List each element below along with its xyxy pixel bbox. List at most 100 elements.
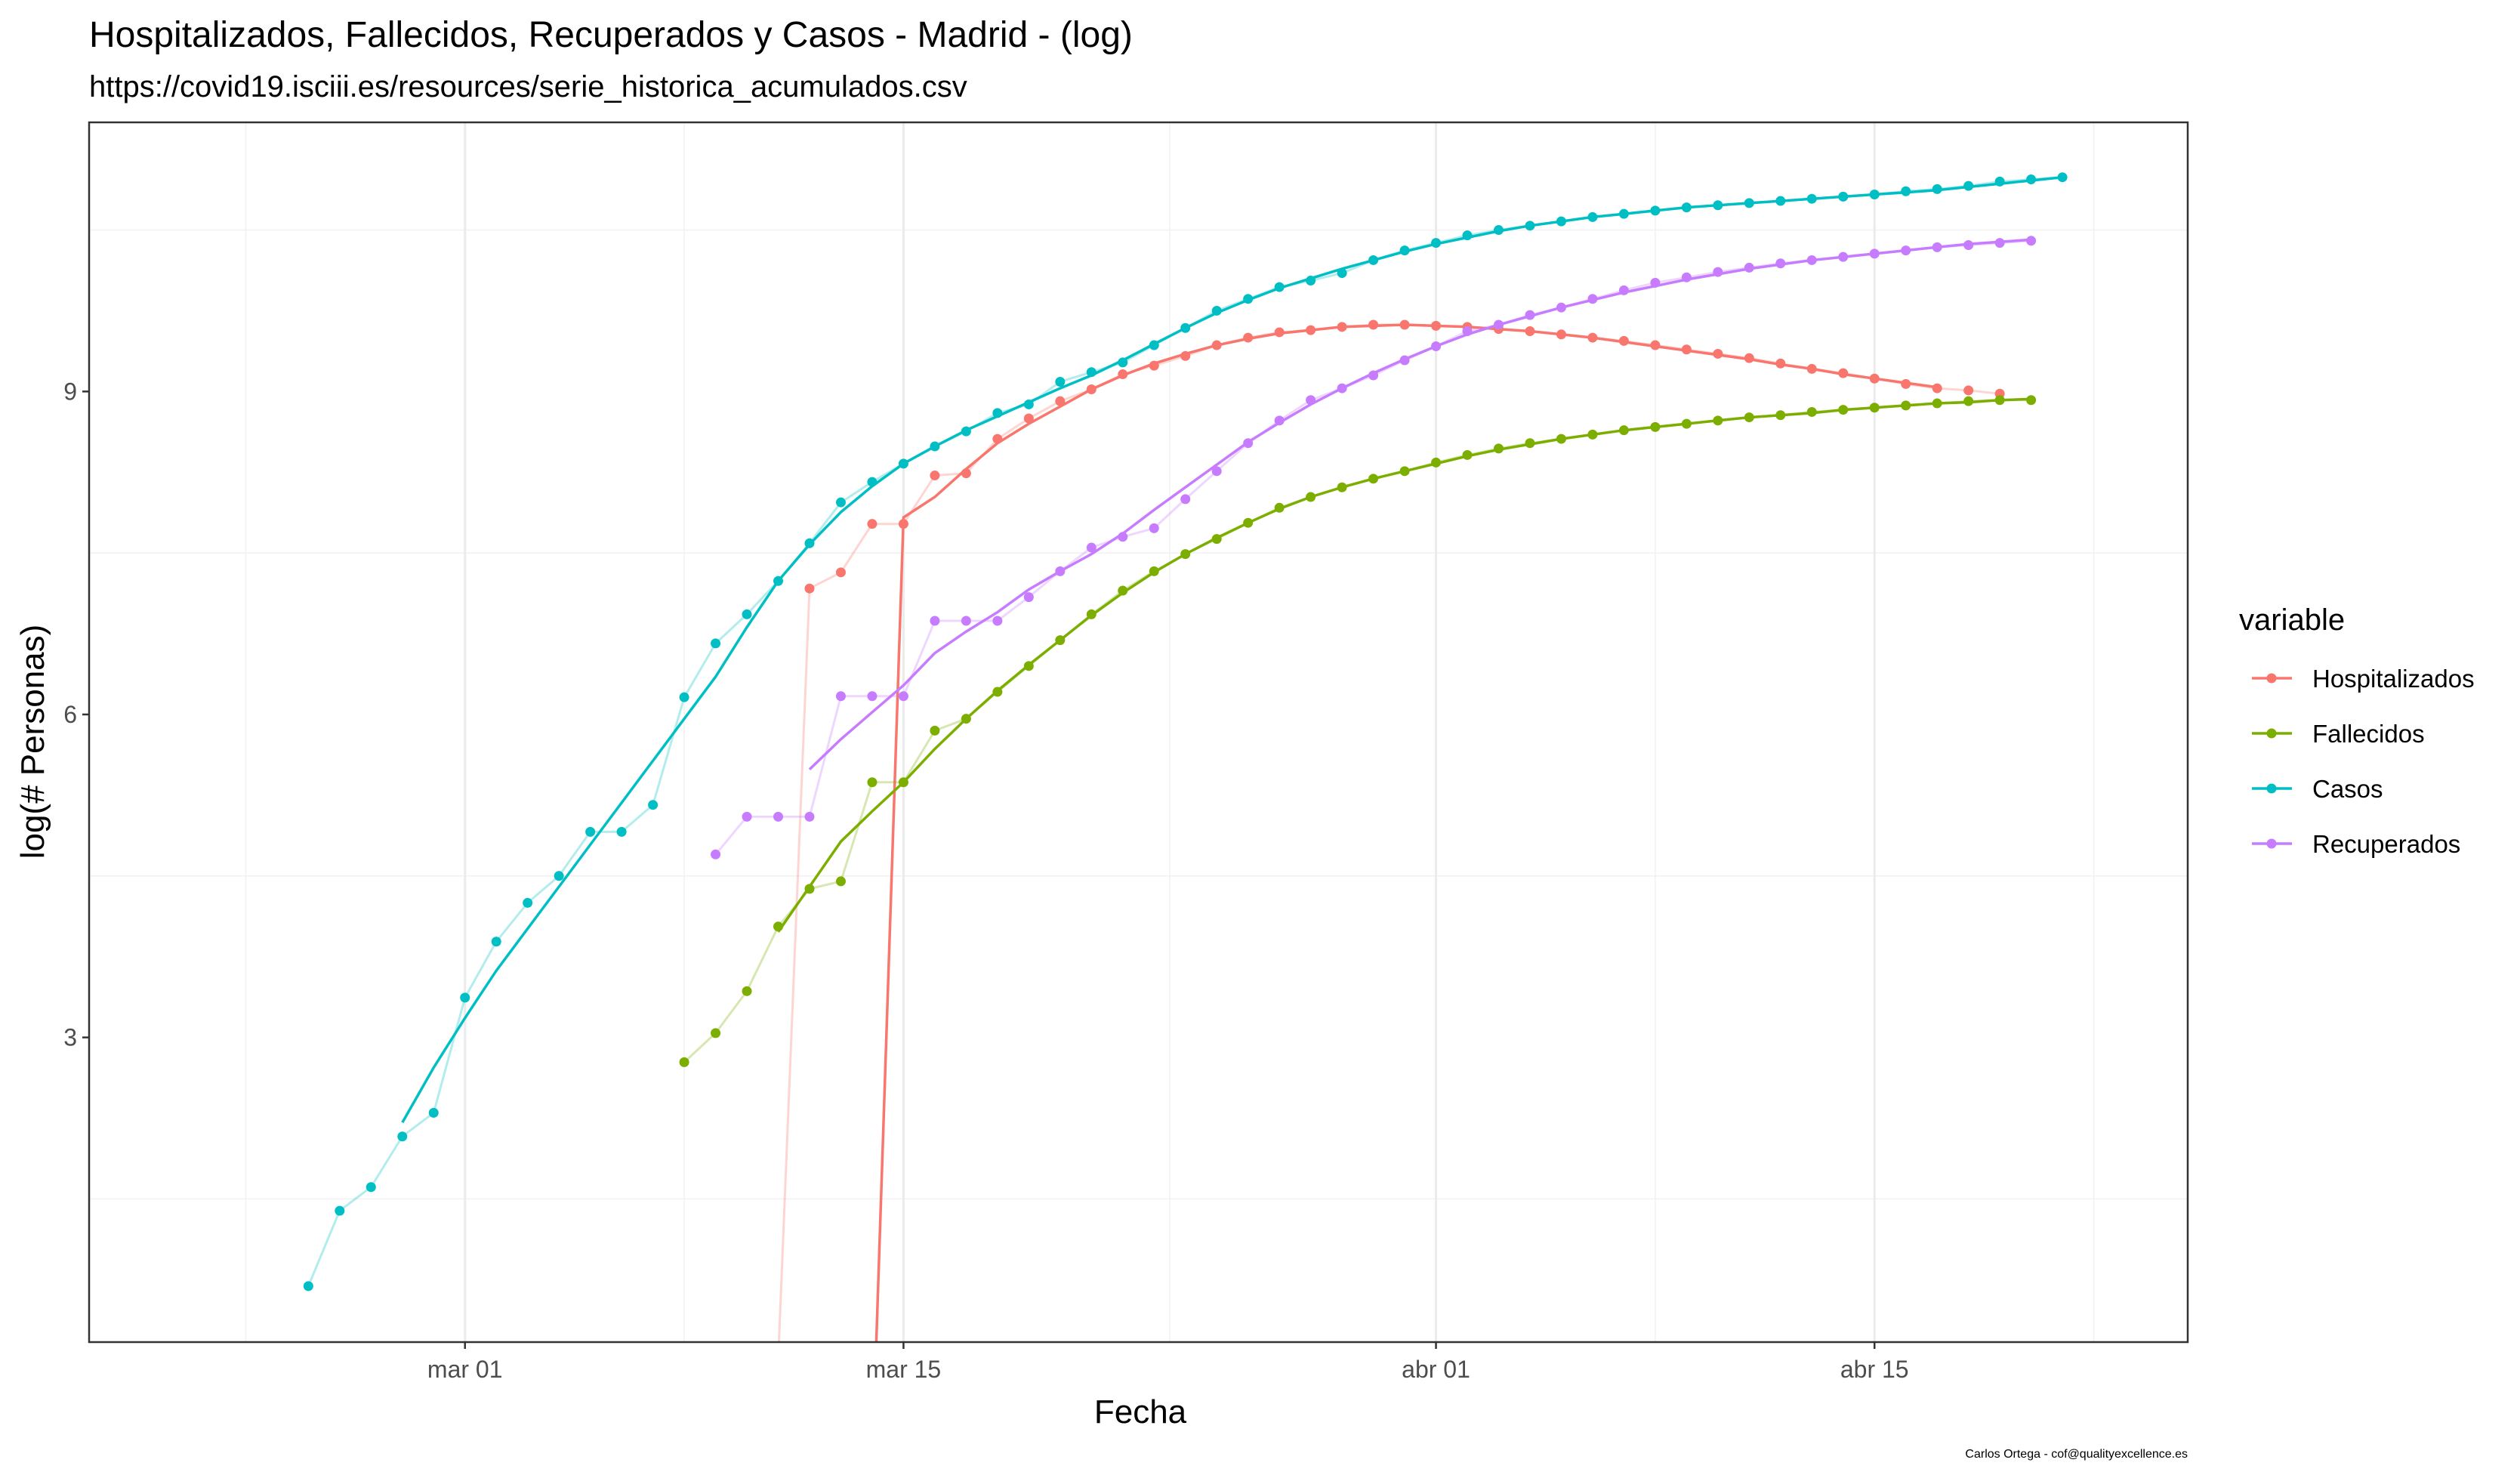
data-point [1525,221,1535,231]
data-point [1431,320,1442,331]
data-point [1086,384,1097,395]
plot-grid [89,122,2188,1342]
series-recuperados-trend-line [808,238,2031,770]
data-point [992,687,1003,697]
data-point [1023,592,1034,603]
legend-title: variable [2239,603,2345,637]
data-point [1932,184,1942,194]
data-point [835,876,846,887]
data-point [616,826,627,837]
x-tick-label: abr 15 [1840,1356,1909,1383]
series-hospitalizados [777,319,2005,1342]
data-point [1118,357,1128,368]
x-axis: mar 01 mar 15 abr 01 abr 15 [427,1342,1909,1383]
data-point [1243,517,1254,528]
data-point [804,538,815,548]
data-point [1337,383,1347,393]
data-point [1431,457,1442,468]
data-point [1493,225,1504,236]
x-tick-label: abr 01 [1402,1356,1470,1383]
data-point [1932,383,1942,393]
data-point [1243,332,1254,343]
data-point [1556,329,1566,340]
data-point [1149,360,1159,371]
x-axis-title: Fecha [1094,1393,1187,1430]
data-point [1806,193,1817,204]
data-point [1994,238,2005,248]
data-point [1650,205,1661,216]
plot-series [303,172,2068,1342]
data-point [1368,370,1379,381]
data-point [1431,341,1442,351]
data-point [1963,181,1974,191]
data-point [1243,438,1254,449]
data-point [1932,398,1942,409]
legend-label: Hospitalizados [2312,665,2475,693]
chart-title: Hospitalizados, Fallecidos, Recuperados … [89,15,1133,55]
data-point [1055,566,1066,576]
series-recuperados [711,236,2037,859]
data-point [1525,438,1535,449]
data-point [711,849,721,859]
data-point [1118,369,1128,380]
data-point [1869,403,1880,413]
data-point [1713,415,1723,426]
data-point [1994,395,2005,406]
y-axis-title: log(# Personas) [14,625,51,859]
data-point [1211,466,1222,477]
chart-caption: Carlos Ortega - cof@qualityexcellence.es [1965,1448,2188,1461]
data-point [1274,282,1285,292]
data-point [898,519,908,529]
data-point [1587,429,1598,440]
data-point [1399,355,1410,366]
data-point [1306,492,1316,502]
data-point [1681,418,1692,429]
data-point [1055,635,1066,646]
data-point [835,567,846,578]
data-point [679,692,689,702]
data-point [2026,174,2037,185]
data-point [711,1028,721,1038]
data-point [961,616,971,626]
data-point [397,1131,408,1142]
data-point [711,638,721,649]
data-point [1431,238,1442,248]
data-point [835,497,846,508]
data-point [1838,368,1849,378]
data-point [1337,482,1347,492]
data-point [1493,443,1504,454]
data-point [1337,322,1347,332]
data-point [1963,239,1974,250]
series-fallecidos-raw-line [683,399,2031,1063]
data-point [961,714,971,724]
data-point [491,937,501,947]
data-point [804,884,815,894]
data-point [1713,200,1723,211]
data-point [1681,272,1692,282]
data-point [835,691,846,702]
data-point [1023,661,1034,671]
data-point [867,519,878,529]
data-point [303,1281,313,1291]
data-point [1838,252,1849,262]
data-point [1556,302,1566,313]
data-point [1775,258,1786,269]
data-point [1869,248,1880,259]
data-point [1086,609,1097,619]
data-point [1399,319,1410,330]
legend-item-hospitalizados: Hospitalizados [2252,665,2475,693]
legend: variable Hospitalizados Fallecidos Casos Re… [2239,603,2475,858]
data-point [1118,585,1128,596]
data-point [1587,332,1598,343]
data-point [1023,413,1034,424]
y-tick-label: 9 [63,378,77,405]
plot-panel-border [88,121,2189,1344]
data-point [1399,245,1410,256]
data-point [1211,305,1222,316]
data-point [1556,216,1566,227]
data-point [2026,236,2037,246]
data-point [648,800,659,810]
data-point [773,811,784,822]
data-point [804,583,815,594]
data-point [1901,245,1911,256]
